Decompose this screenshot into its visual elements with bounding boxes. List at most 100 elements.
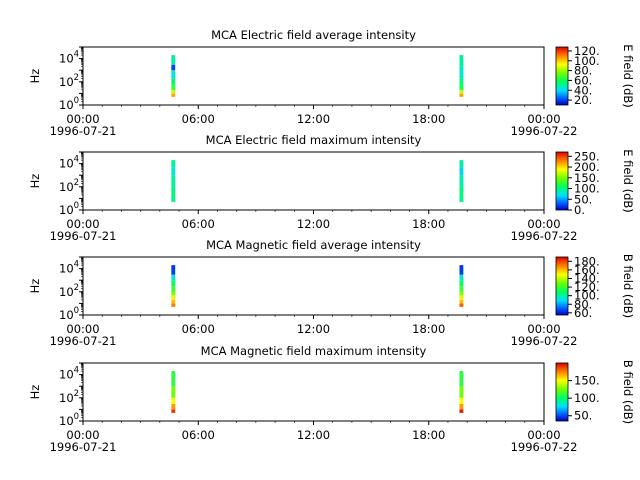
y-tick-label: 104 bbox=[59, 155, 79, 171]
spectrogram-cell bbox=[459, 299, 464, 304]
colorbar bbox=[555, 362, 569, 422]
spectrogram-cell bbox=[171, 167, 176, 176]
spectrogram-cell bbox=[459, 84, 464, 90]
y-tick-base: 10 bbox=[59, 180, 74, 194]
y-tick-exponent: 4 bbox=[74, 50, 79, 60]
spectrogram-cell bbox=[459, 66, 464, 79]
x-tick-label: 00:00 bbox=[527, 112, 560, 126]
x-date-label-end: 1996-07-22 bbox=[511, 440, 578, 454]
spectrogram-cell bbox=[171, 70, 176, 79]
spectrogram-cell bbox=[171, 280, 176, 287]
y-tick-base: 10 bbox=[59, 391, 74, 405]
colorbar-tick-label: 50. bbox=[574, 192, 592, 206]
x-tick-label: 12:00 bbox=[297, 428, 330, 442]
y-tick-label: 100 bbox=[59, 412, 79, 428]
x-tick-label: 06:00 bbox=[182, 322, 215, 336]
colorbar-label: B field (dB) bbox=[621, 254, 635, 318]
spectrogram-cell bbox=[171, 55, 176, 65]
spectrogram-cell bbox=[459, 89, 464, 94]
colorbar-label: E field (dB) bbox=[621, 44, 635, 108]
spectrogram-cell bbox=[171, 84, 176, 90]
y-tick-base: 10 bbox=[59, 414, 74, 428]
colorbar-tick-label: 120. bbox=[574, 44, 600, 58]
y-tick-label: 100 bbox=[59, 201, 79, 217]
colorbar-tick-label: 100. bbox=[574, 391, 600, 405]
x-tick-label: 18:00 bbox=[412, 322, 445, 336]
y-axis-label: Hz bbox=[28, 385, 42, 400]
spectrogram-cell bbox=[459, 286, 464, 292]
y-tick-exponent: 2 bbox=[74, 73, 79, 83]
spectrogram-cell bbox=[171, 160, 176, 168]
x-tick-label: 00:00 bbox=[66, 217, 99, 231]
colorbar-tick-label: 60. bbox=[574, 73, 592, 87]
spectrogram-cell bbox=[171, 409, 176, 413]
colorbar-label: B field (dB) bbox=[621, 360, 635, 424]
spectrogram-cell bbox=[171, 78, 176, 85]
data-pass-1 bbox=[171, 55, 176, 97]
colorbar-tick-label: 120. bbox=[574, 280, 600, 294]
x-tick-label: 00:00 bbox=[527, 217, 560, 231]
data-pass-2 bbox=[459, 55, 464, 97]
data-pass-2 bbox=[459, 265, 464, 307]
x-tick-label: 18:00 bbox=[412, 217, 445, 231]
x-date-label-end: 1996-07-22 bbox=[511, 229, 578, 243]
colorbar-tick-label: 20. bbox=[574, 93, 592, 107]
data-pass-1 bbox=[171, 160, 176, 202]
y-tick-label: 102 bbox=[59, 283, 79, 299]
spectrogram-cell bbox=[171, 371, 176, 387]
colorbar-tick-label: 140. bbox=[574, 271, 600, 285]
data-pass-1 bbox=[171, 265, 176, 307]
spectrogram-cell bbox=[171, 274, 176, 281]
y-tick-exponent: 2 bbox=[74, 389, 79, 399]
colorbar bbox=[555, 151, 569, 211]
colorbar-tick-label: 250. bbox=[574, 149, 600, 163]
spectrogram-cell bbox=[459, 403, 464, 410]
y-tick-base: 10 bbox=[59, 203, 74, 217]
x-tick-label: 00:00 bbox=[66, 322, 99, 336]
x-tick-label: 00:00 bbox=[66, 112, 99, 126]
spectrogram-cell bbox=[459, 78, 464, 85]
spectrogram-cell bbox=[171, 397, 176, 404]
spectrogram-cell bbox=[459, 409, 464, 413]
spectrogram-cell bbox=[459, 167, 464, 176]
panel-title: MCA Electric field average intensity bbox=[211, 28, 416, 42]
spectrogram-cell bbox=[459, 93, 464, 97]
spectrogram-cell bbox=[171, 175, 176, 187]
spectrogram-cell bbox=[459, 371, 464, 387]
x-tick-label: 18:00 bbox=[412, 112, 445, 126]
y-tick-label: 100 bbox=[59, 96, 79, 112]
colorbar-tick-label: 100. bbox=[574, 289, 600, 303]
colorbar-tick-label: 80. bbox=[574, 297, 592, 311]
spectrogram-cell bbox=[171, 64, 176, 71]
panel-title: MCA Magnetic field maximum intensity bbox=[201, 344, 427, 358]
spectrogram-cell bbox=[171, 295, 176, 300]
y-tick-exponent: 0 bbox=[74, 96, 79, 106]
panel-3: MCA Magnetic field average intensity1001… bbox=[28, 238, 635, 348]
x-tick-label: 18:00 bbox=[412, 428, 445, 442]
y-tick-base: 10 bbox=[59, 285, 74, 299]
colorbar bbox=[555, 256, 569, 316]
spectrogram-cell bbox=[171, 93, 176, 97]
colorbar-tick-label: 160. bbox=[574, 263, 600, 277]
x-date-label-start: 1996-07-21 bbox=[50, 440, 117, 454]
y-tick-base: 10 bbox=[59, 75, 74, 89]
y-tick-base: 10 bbox=[59, 52, 74, 66]
spectrogram-cell bbox=[171, 186, 176, 202]
x-date-label-end: 1996-07-22 bbox=[511, 334, 578, 348]
spectrogram-cell bbox=[171, 89, 176, 94]
x-tick-label: 00:00 bbox=[527, 428, 560, 442]
y-tick-exponent: 2 bbox=[74, 178, 79, 188]
spectrogram-cell bbox=[171, 303, 176, 307]
y-tick-exponent: 0 bbox=[74, 306, 79, 316]
x-date-label-start: 1996-07-21 bbox=[50, 229, 117, 243]
spectrogram-cell bbox=[171, 291, 176, 296]
x-tick-label: 12:00 bbox=[297, 322, 330, 336]
plot-frame bbox=[82, 151, 545, 211]
panel-title: MCA Magnetic field average intensity bbox=[206, 238, 421, 252]
data-pass-2 bbox=[459, 371, 464, 413]
colorbar-tick-label: 40. bbox=[574, 83, 592, 97]
spectrogram-cell bbox=[171, 403, 176, 410]
y-tick-label: 100 bbox=[59, 306, 79, 322]
spectrogram-cell bbox=[459, 274, 464, 281]
